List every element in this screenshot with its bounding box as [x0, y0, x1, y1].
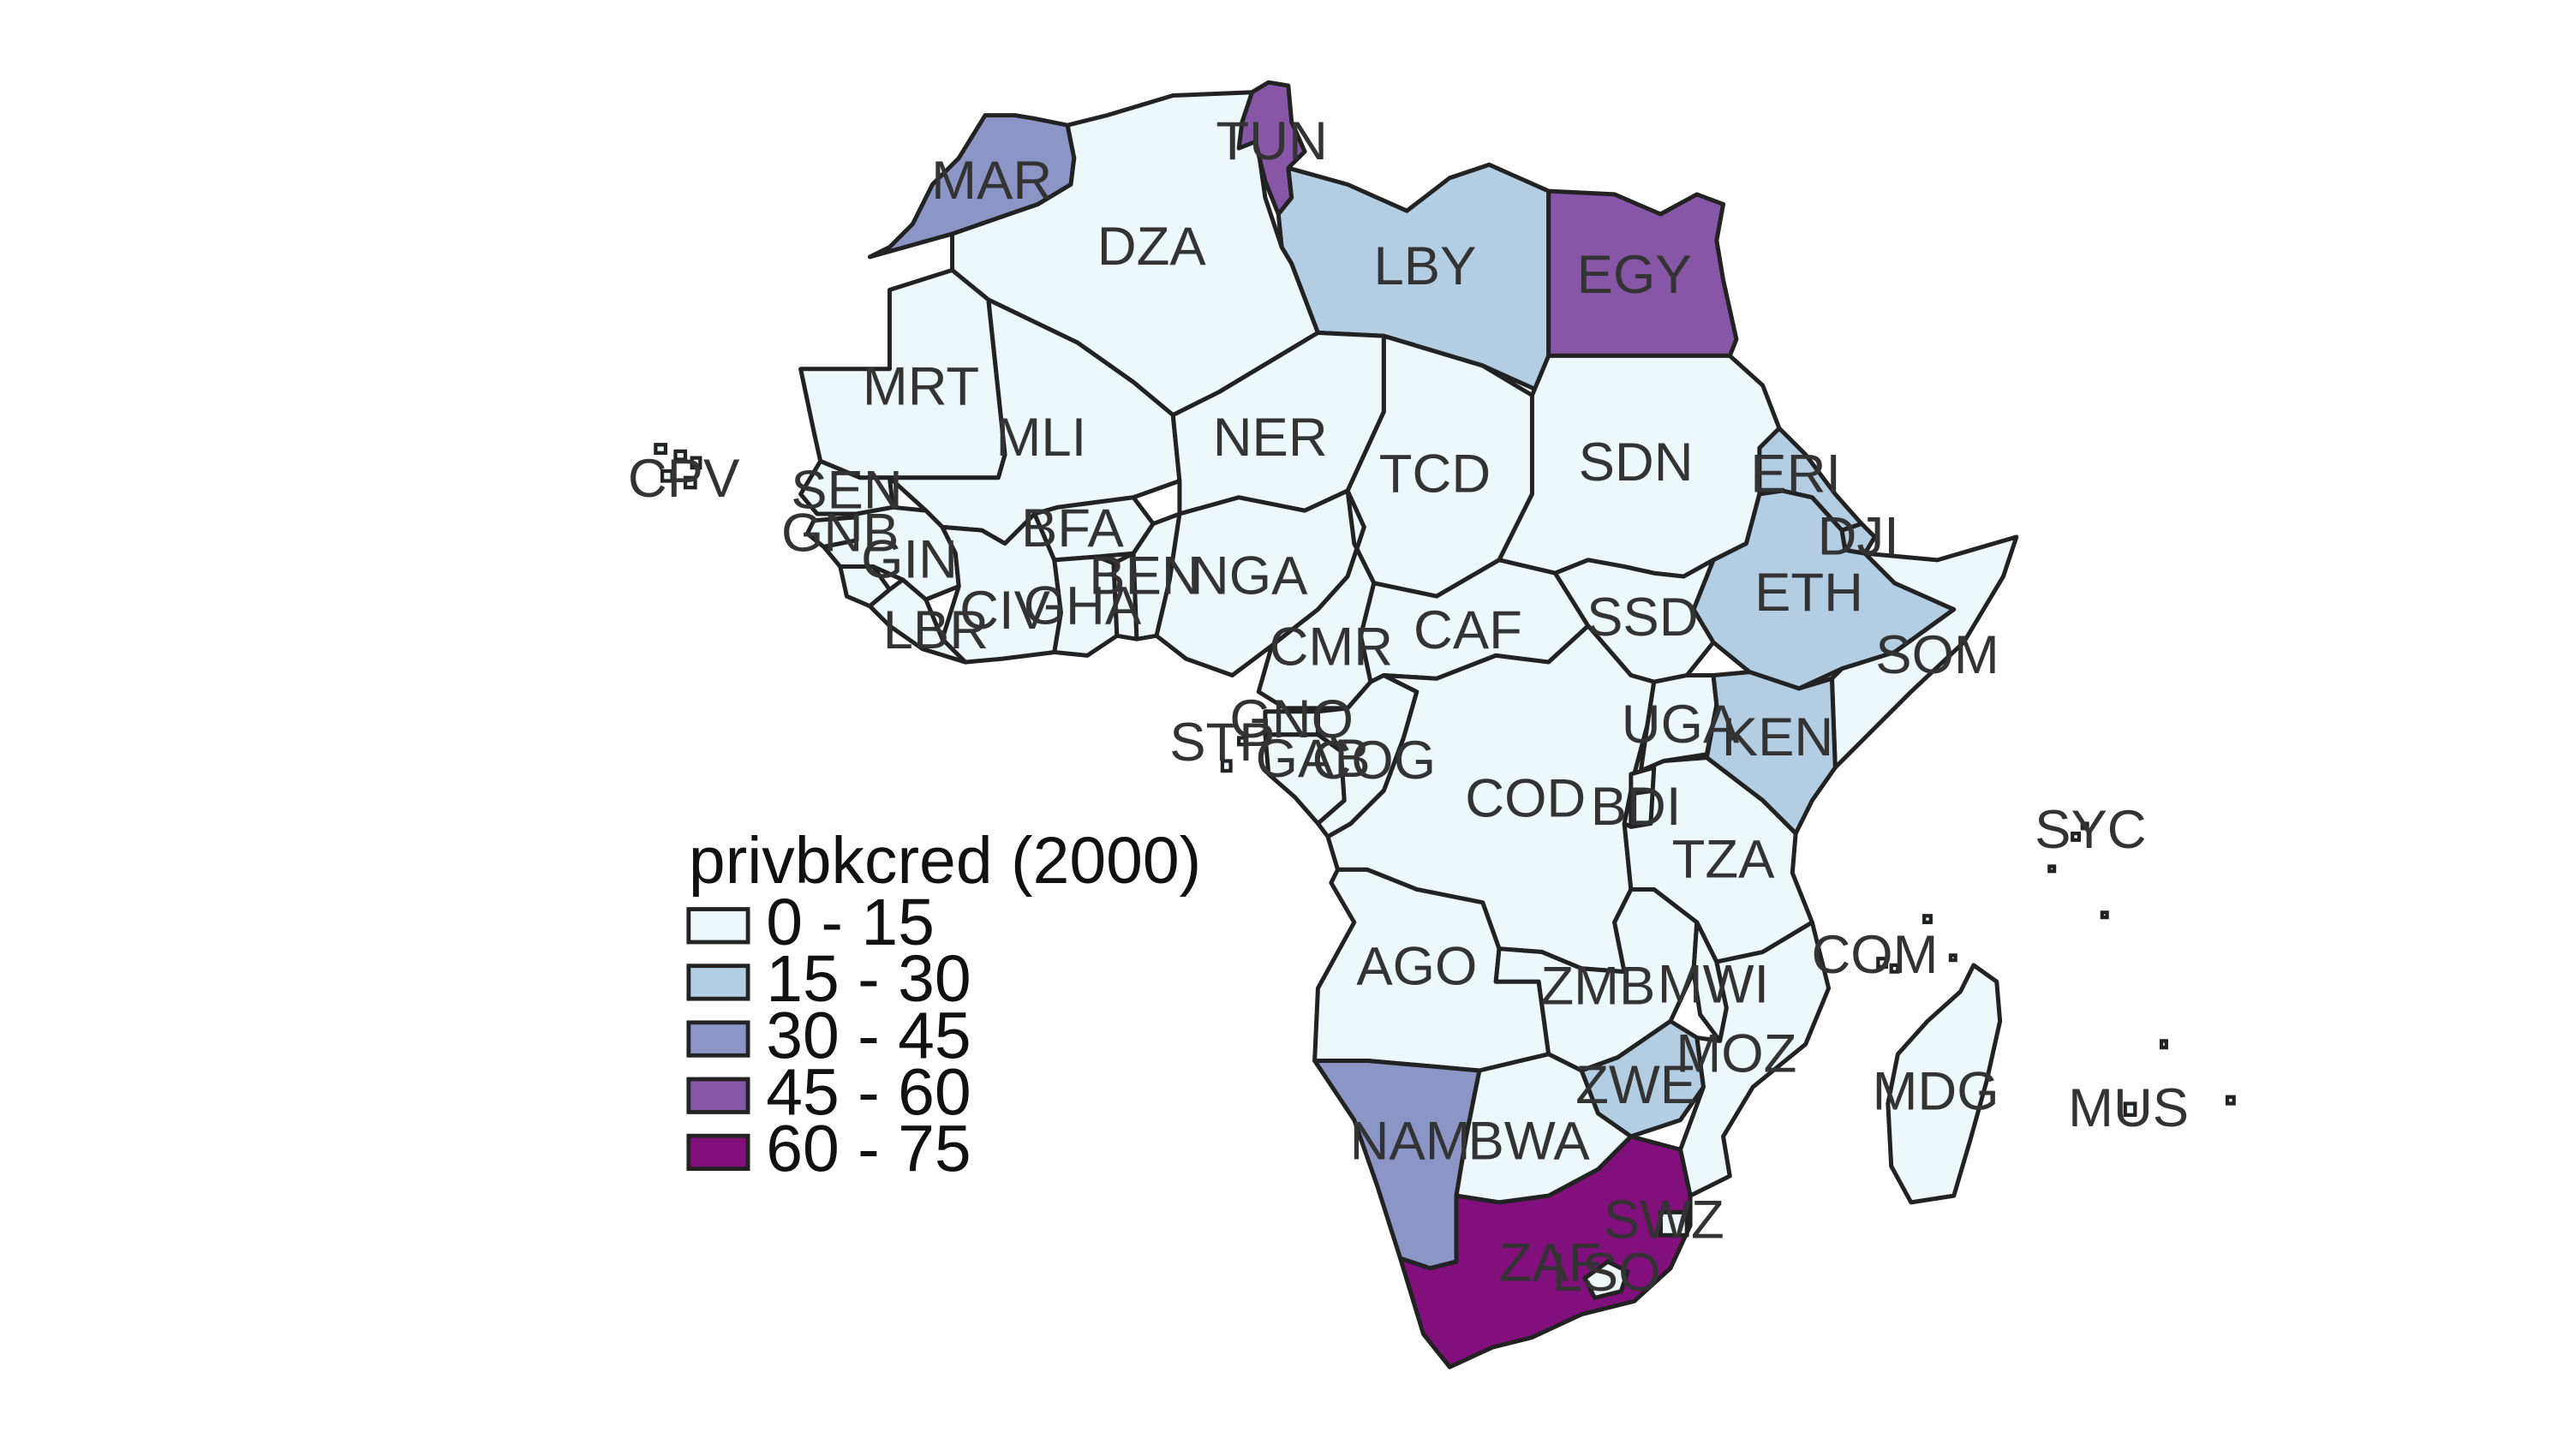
legend-label-0: 0 - 15 — [766, 886, 935, 959]
label-gnb: GNB — [781, 504, 900, 564]
label-sen: SEN — [791, 461, 902, 521]
label-mus: MUS — [2068, 1078, 2189, 1138]
label-moz: MOZ — [1676, 1023, 1796, 1083]
legend-swatch-4 — [686, 1133, 750, 1172]
label-eri: ERI — [1750, 444, 1841, 504]
label-caf: CAF — [1414, 600, 1522, 660]
label-zwe: ZWE — [1575, 1055, 1696, 1115]
label-mwi: MWI — [1658, 955, 1769, 1015]
label-eth: ETH — [1754, 563, 1863, 623]
country-gha[interactable] — [1052, 554, 1120, 658]
label-ner: NER — [1213, 408, 1328, 468]
country-lso[interactable] — [1582, 1259, 1630, 1300]
label-zaf: ZAF — [1499, 1233, 1602, 1293]
country-syc[interactable] — [1922, 821, 2109, 963]
label-lbr: LBR — [883, 600, 989, 660]
label-mli: MLI — [995, 408, 1086, 468]
legend-swatch-1 — [686, 964, 750, 1001]
label-dji: DJI — [1818, 507, 1899, 567]
label-gnq: GNQ — [1229, 689, 1354, 749]
label-tza: TZA — [1672, 829, 1776, 889]
label-mrt: MRT — [863, 357, 979, 417]
label-com: COM — [1811, 925, 1938, 985]
country-som[interactable] — [1829, 534, 2019, 770]
label-nam: NAM — [1350, 1111, 1471, 1171]
legend-label-1: 15 - 30 — [766, 942, 971, 1016]
label-tcd: TCD — [1379, 444, 1491, 504]
label-stp: STP — [1169, 713, 1275, 773]
label-cog: COG — [1312, 731, 1437, 791]
country-mus[interactable] — [2123, 1039, 2236, 1118]
label-cmr: CMR — [1270, 617, 1394, 677]
country-cpv[interactable] — [654, 443, 702, 490]
island-shapes — [654, 443, 2236, 1118]
country-zaf[interactable] — [1398, 1134, 1693, 1369]
label-zmb: ZMB — [1540, 957, 1655, 1017]
label-tun: TUN — [1216, 111, 1327, 171]
label-mar: MAR — [931, 151, 1052, 211]
label-swz: SWZ — [1604, 1190, 1724, 1250]
legend-swatch-2 — [686, 1020, 750, 1058]
legend-label-2: 30 - 45 — [766, 999, 971, 1072]
label-ken: KEN — [1722, 707, 1833, 767]
label-gin: GIN — [861, 529, 958, 589]
label-syc: SYC — [2035, 800, 2146, 860]
legend-swatch-3 — [686, 1077, 750, 1114]
label-ben: BEN — [1089, 546, 1200, 606]
country-ken[interactable] — [1704, 670, 1838, 836]
label-gha: GHA — [1024, 576, 1142, 636]
label-bwa: BWA — [1468, 1111, 1591, 1171]
country-stp[interactable] — [1220, 736, 1247, 773]
legend-title: privbkcred (2000) — [689, 824, 1201, 898]
label-cod: COD — [1465, 768, 1586, 828]
label-ago: AGO — [1356, 936, 1477, 996]
country-swz[interactable] — [1658, 1209, 1689, 1238]
label-nga: NGA — [1190, 546, 1308, 606]
country-com[interactable] — [1876, 957, 1900, 974]
label-lby: LBY — [1373, 236, 1476, 296]
country-mdg[interactable] — [1886, 963, 2003, 1205]
label-bfa: BFA — [1021, 498, 1125, 558]
label-som: SOM — [1875, 625, 1999, 685]
legend-label-4: 60 - 75 — [766, 1113, 971, 1186]
label-dza: DZA — [1097, 217, 1207, 277]
label-egy: EGY — [1577, 245, 1692, 305]
label-gab: GAB — [1256, 729, 1371, 789]
label-uga: UGA — [1622, 695, 1740, 755]
label-ssd: SSD — [1587, 588, 1698, 647]
country-shapes — [798, 80, 2019, 1369]
label-cpv: CPV — [628, 449, 740, 509]
label-bdi: BDI — [1591, 777, 1682, 837]
label-mdg: MDG — [1873, 1062, 1999, 1122]
label-sdn: SDN — [1579, 433, 1694, 492]
label-lso: LSO — [1552, 1243, 1661, 1303]
legend-swatch-0 — [686, 907, 750, 945]
legend-label-3: 45 - 60 — [766, 1055, 971, 1129]
country-moz[interactable] — [1678, 920, 1832, 1198]
label-civ: CIV — [959, 581, 1050, 641]
